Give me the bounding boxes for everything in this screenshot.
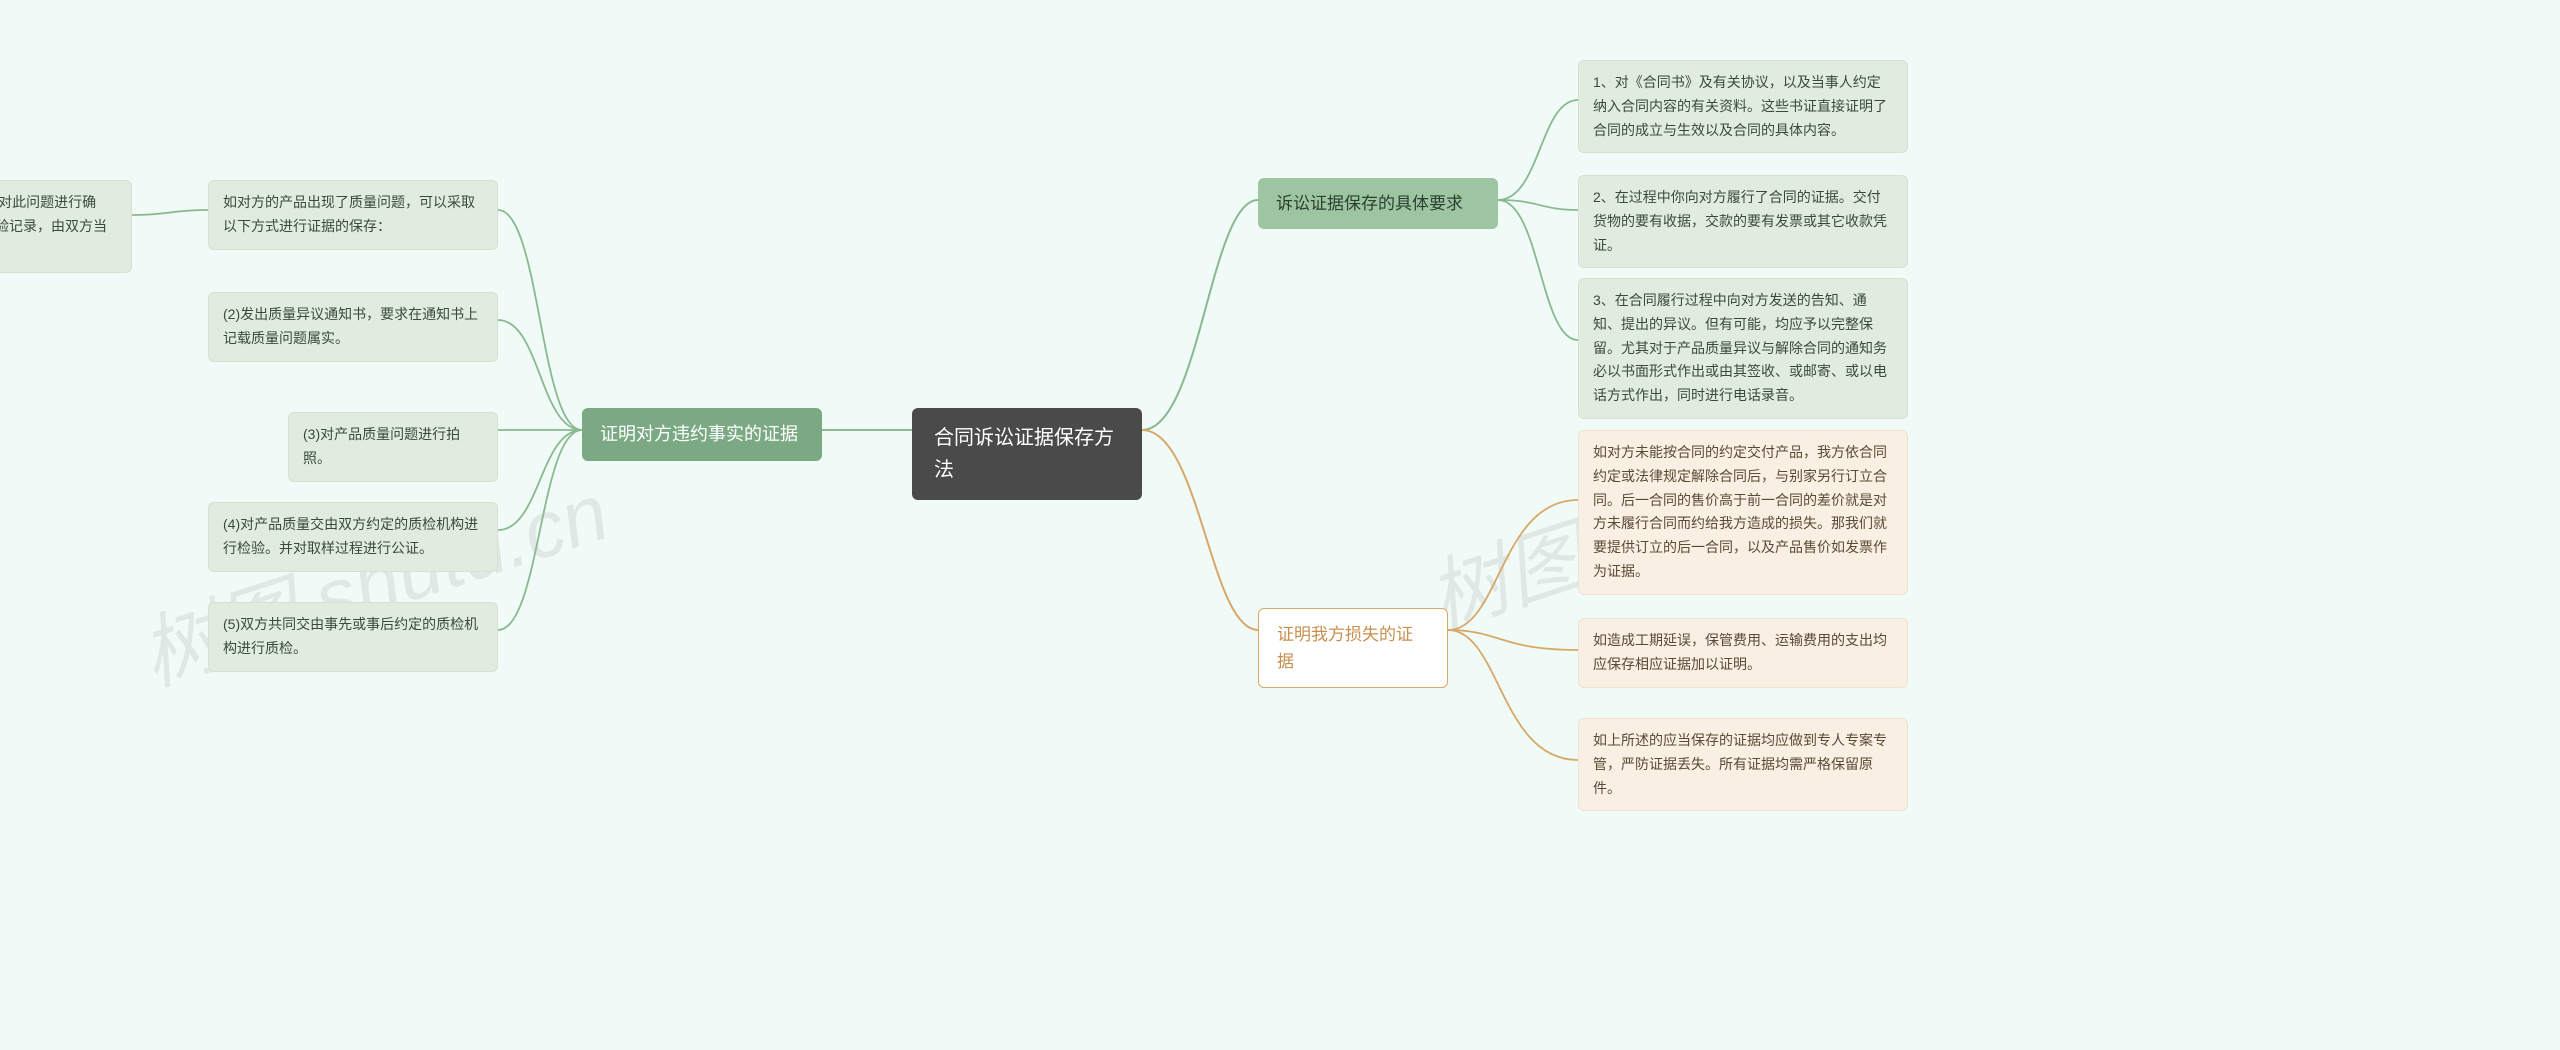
root-node: 合同诉讼证据保存方法 [912, 408, 1142, 500]
leaf-req-2: 2、在过程中你向对方履行了合同的证据。交付货物的要有收据，交款的要有发票或其它收… [1578, 175, 1908, 268]
branch-evidence-requirements: 诉讼证据保存的具体要求 [1258, 178, 1498, 229]
leaf-breach-1: (1)要求对方当事人到场对此问题进行确认，并采取产品共同检验记录，由双方当事人签… [0, 180, 132, 273]
leaf-req-1: 1、对《合同书》及有关协议，以及当事人约定纳入合同内容的有关资料。这些书证直接证… [1578, 60, 1908, 153]
leaf-loss-3: 如上所述的应当保存的证据均应做到专人专案专管，严防证据丢失。所有证据均需严格保留… [1578, 718, 1908, 811]
leaf-breach-5: (5)双方共同交由事先或事后约定的质检机构进行质检。 [208, 602, 498, 672]
leaf-breach-2: (2)发出质量异议通知书，要求在通知书上记载质量问题属实。 [208, 292, 498, 362]
leaf-breach-intro: 如对方的产品出现了质量问题，可以采取以下方式进行证据的保存： [208, 180, 498, 250]
leaf-loss-2: 如造成工期延误，保管费用、运输费用的支出均应保存相应证据加以证明。 [1578, 618, 1908, 688]
branch-our-loss: 证明我方损失的证据 [1258, 608, 1448, 688]
branch-breach-evidence: 证明对方违约事实的证据 [582, 408, 822, 461]
leaf-breach-3: (3)对产品质量问题进行拍照。 [288, 412, 498, 482]
leaf-req-3: 3、在合同履行过程中向对方发送的告知、通知、提出的异议。但有可能，均应予以完整保… [1578, 278, 1908, 419]
leaf-breach-4: (4)对产品质量交由双方约定的质检机构进行检验。并对取样过程进行公证。 [208, 502, 498, 572]
leaf-loss-1: 如对方未能按合同的约定交付产品，我方依合同约定或法律规定解除合同后，与别家另行订… [1578, 430, 1908, 595]
